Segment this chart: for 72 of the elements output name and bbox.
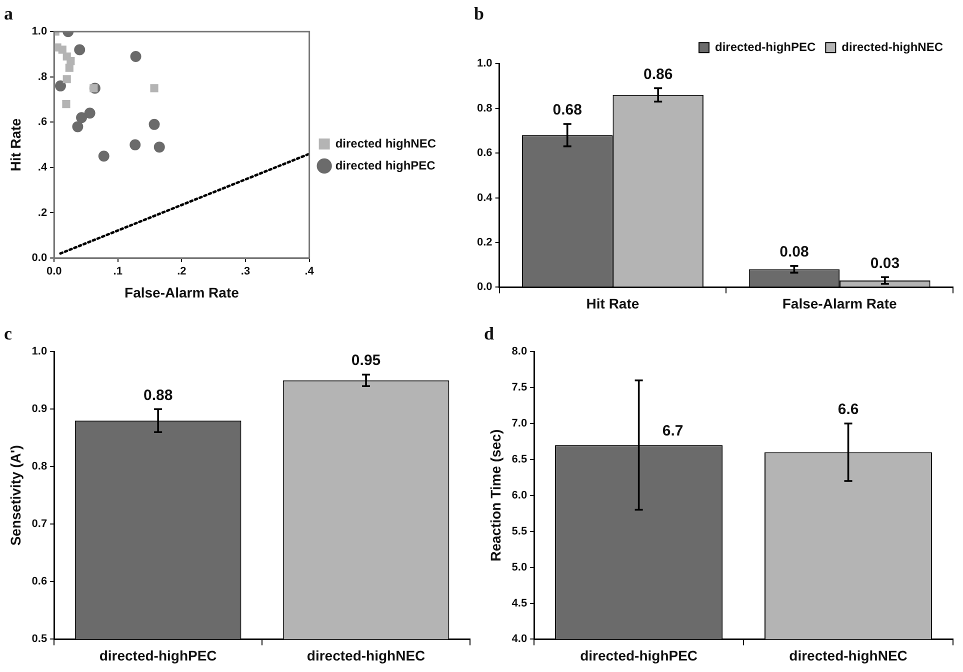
y-tick-label: 0.8 [32,460,48,473]
x-tick-label: directed-highNEC [306,647,426,664]
legend-label: directed-highNEC [842,40,944,54]
point [98,150,110,162]
y-tick-label: 1.0 [476,58,492,70]
point [150,84,158,92]
y-axis-title: Hit Rate [7,118,24,172]
chart-title: d [484,323,494,344]
y-tick-label: 0.4 [476,192,494,204]
y-tick-label: 6.0 [512,489,528,502]
data-label: 0.03 [870,254,900,272]
point [148,118,160,130]
y-tick-label: 4.0 [512,633,528,646]
x-tick-label: directed-highPEC [580,647,698,664]
data-label: 0.95 [351,352,381,370]
data-label: 0.08 [780,244,809,261]
y-tick-label: 1.0 [32,26,48,38]
y-tick-label: 7.5 [512,382,528,394]
point [65,64,74,72]
point [76,112,88,124]
y-tick-label: .2 [38,206,48,219]
legend-label: directed highPEC [335,158,436,172]
chart-title: a [4,3,13,24]
y-tick-label: 0.7 [32,518,48,530]
point [84,108,96,119]
y-tick-label: 0.0 [32,252,48,264]
y-tick-label: .4 [38,161,48,174]
y-tick-label: 0.6 [32,576,48,588]
y-tick-label: .8 [38,70,48,83]
y-tick-label: 0.0 [476,281,492,294]
data-label: 6.6 [838,401,859,418]
chart-title: b [474,3,484,24]
y-tick-label: 1.0 [32,346,48,358]
y-axis-title: Sensetivity (A') [7,445,24,546]
legend-label: directed-highPEC [714,40,816,54]
x-tick-label: .1 [113,266,122,278]
y-tick-label: 5.5 [512,525,528,538]
point [72,121,84,132]
data-label: 0.88 [143,386,173,404]
point [130,139,141,150]
x-tick-label: .4 [304,266,315,278]
x-axis-title: False-Alarm Rate [124,284,240,300]
x-tick-label: directed-highPEC [99,647,217,664]
point [54,80,66,92]
point [130,51,142,62]
y-tick-label: 0.8 [476,102,492,114]
x-tick-label: .2 [177,266,186,278]
y-tick-label: .6 [38,116,48,128]
y-tick-label: 8.0 [512,346,528,358]
x-tick-label: directed-highNEC [789,647,908,664]
y-tick-label: 5.0 [512,561,528,574]
point [58,46,66,54]
y-tick-label: 7.0 [512,418,528,430]
legend-label: directed highNEC [335,136,436,150]
point [74,44,86,56]
chart-title: c [4,323,12,344]
x-tick-label: .3 [240,266,250,278]
y-axis-title: Reaction Time (sec) [487,429,504,562]
x-tick-label: 0.0 [46,266,62,278]
y-tick-label: 0.6 [476,147,492,160]
y-tick-label: 0.9 [32,403,48,416]
y-tick-label: 0.2 [476,236,492,249]
data-label: 6.7 [662,422,684,440]
y-tick-label: 0.5 [32,633,48,646]
y-tick-label: 6.5 [512,453,528,466]
point [62,75,71,84]
point [62,100,70,108]
y-tick-label: 4.5 [512,597,528,610]
data-label: 0.68 [552,102,582,119]
point [90,84,98,92]
data-label: 0.86 [643,66,673,83]
point [154,142,165,153]
